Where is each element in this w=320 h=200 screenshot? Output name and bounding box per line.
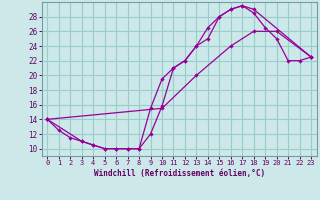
X-axis label: Windchill (Refroidissement éolien,°C): Windchill (Refroidissement éolien,°C) (94, 169, 265, 178)
